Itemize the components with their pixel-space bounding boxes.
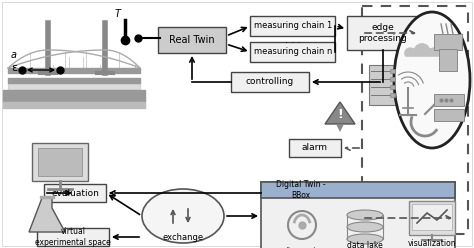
- Text: Real Twin: Real Twin: [169, 35, 215, 45]
- FancyBboxPatch shape: [390, 69, 395, 73]
- FancyBboxPatch shape: [439, 49, 457, 71]
- FancyBboxPatch shape: [261, 182, 455, 248]
- FancyBboxPatch shape: [32, 143, 88, 181]
- Text: edge
processing: edge processing: [359, 23, 407, 43]
- Text: a: a: [11, 50, 17, 60]
- Text: evaluation: evaluation: [51, 188, 99, 197]
- Circle shape: [404, 47, 416, 59]
- FancyBboxPatch shape: [434, 109, 464, 121]
- FancyBboxPatch shape: [37, 228, 109, 246]
- Text: alarm: alarm: [302, 144, 328, 153]
- Text: measuring chain n: measuring chain n: [254, 48, 332, 57]
- Text: visualization: visualization: [408, 240, 456, 248]
- FancyBboxPatch shape: [390, 93, 395, 97]
- Ellipse shape: [347, 210, 383, 220]
- Text: ε: ε: [11, 63, 17, 73]
- FancyBboxPatch shape: [158, 27, 226, 53]
- Text: measuring chain 1: measuring chain 1: [254, 22, 332, 31]
- FancyBboxPatch shape: [390, 77, 395, 81]
- Text: diagnosis: diagnosis: [284, 247, 320, 248]
- FancyBboxPatch shape: [347, 16, 419, 50]
- Text: !: !: [337, 109, 343, 122]
- FancyBboxPatch shape: [261, 182, 455, 198]
- FancyBboxPatch shape: [409, 201, 455, 235]
- Ellipse shape: [142, 189, 224, 243]
- Circle shape: [422, 48, 436, 62]
- FancyBboxPatch shape: [289, 139, 341, 157]
- Text: virtual
experimental space: virtual experimental space: [35, 227, 111, 247]
- Ellipse shape: [347, 222, 383, 232]
- FancyBboxPatch shape: [44, 184, 106, 202]
- Text: exchange: exchange: [163, 234, 203, 243]
- FancyBboxPatch shape: [369, 65, 397, 105]
- Ellipse shape: [394, 12, 470, 148]
- Text: Digital Twin -
BBox: Digital Twin - BBox: [276, 180, 326, 200]
- FancyBboxPatch shape: [250, 16, 336, 36]
- FancyBboxPatch shape: [250, 42, 336, 62]
- Circle shape: [409, 48, 422, 62]
- FancyBboxPatch shape: [390, 85, 395, 89]
- Polygon shape: [29, 198, 65, 232]
- FancyBboxPatch shape: [38, 148, 82, 176]
- FancyBboxPatch shape: [231, 72, 309, 92]
- FancyBboxPatch shape: [434, 94, 464, 106]
- Circle shape: [428, 47, 440, 59]
- FancyBboxPatch shape: [412, 204, 452, 230]
- Polygon shape: [325, 102, 355, 124]
- Text: controlling: controlling: [246, 77, 294, 87]
- Circle shape: [413, 43, 430, 60]
- Text: T: T: [115, 9, 121, 19]
- Text: data lake: data lake: [347, 242, 383, 248]
- Polygon shape: [336, 124, 344, 132]
- Ellipse shape: [347, 234, 383, 244]
- FancyBboxPatch shape: [434, 34, 462, 50]
- Text: . . .: . . .: [285, 35, 301, 45]
